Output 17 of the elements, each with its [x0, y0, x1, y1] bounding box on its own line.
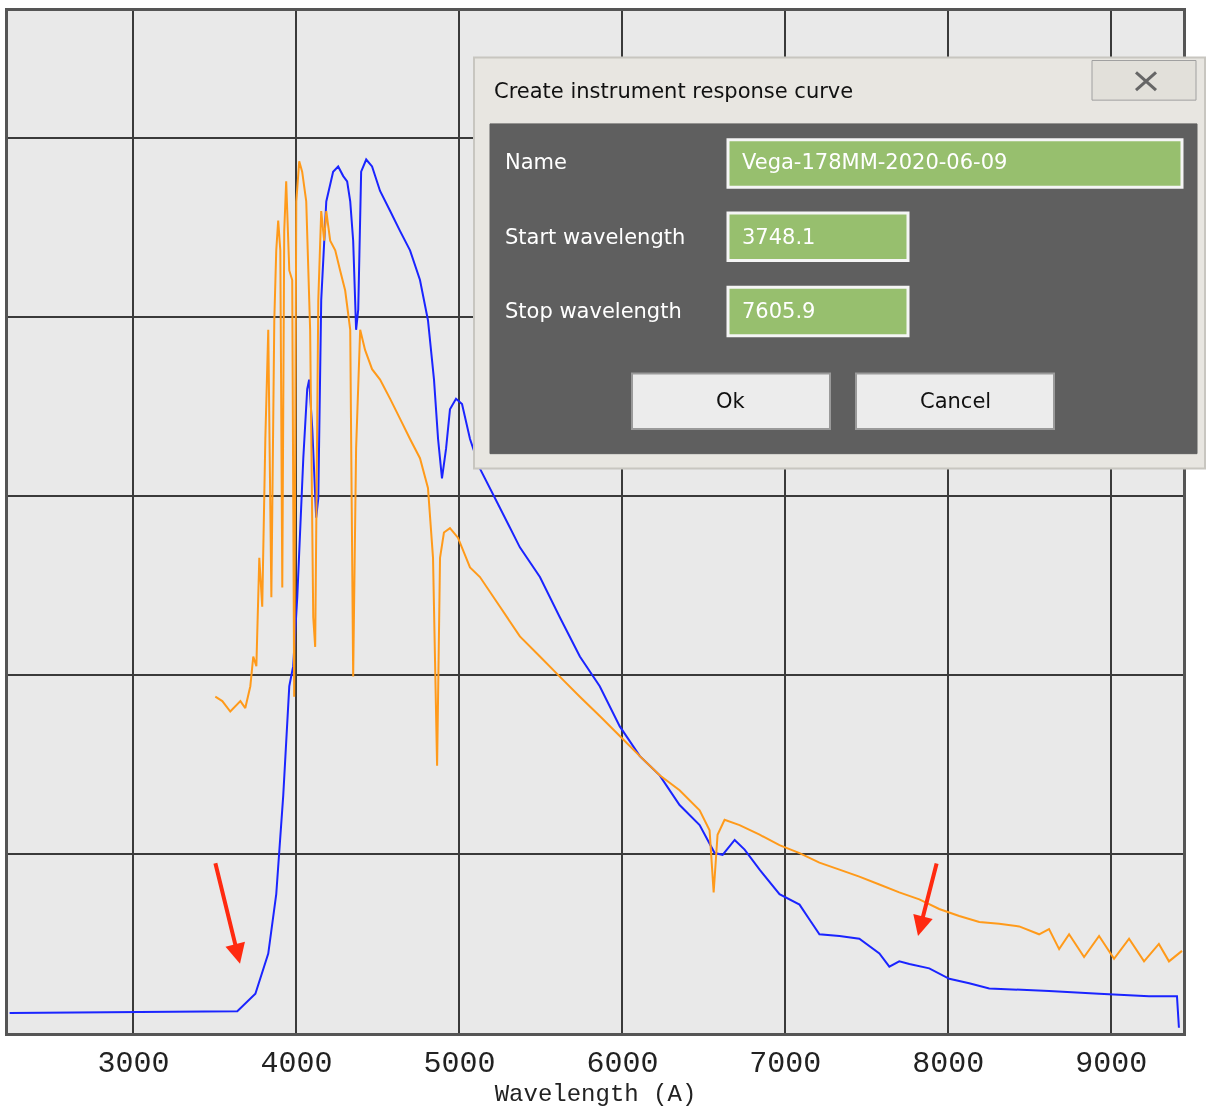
- annotation: Cancel: [920, 389, 992, 413]
- x-tick-label: 8000: [912, 1047, 985, 1081]
- x-tick-label: 7000: [749, 1047, 822, 1081]
- annotation: 3748.1: [742, 225, 816, 249]
- x-tick-label: 3000: [97, 1047, 170, 1081]
- annotation: Start wavelength: [505, 225, 686, 249]
- text: Create instrument response curve: [494, 79, 854, 103]
- x-tick-label: 6000: [586, 1047, 659, 1081]
- x-tick-label: 9000: [1075, 1047, 1148, 1081]
- x-axis-title: Wavelength (A): [494, 1081, 697, 1108]
- annotation: 7605.9: [742, 299, 816, 323]
- x-tick-label: 5000: [423, 1047, 496, 1081]
- annotation: Stop wavelength: [505, 299, 682, 323]
- annotation: Vega-178MM-2020-06-09: [742, 150, 1008, 174]
- annotation: Ok: [716, 389, 746, 413]
- annotation: Name: [505, 150, 567, 174]
- x-tick-label: 4000: [260, 1047, 333, 1081]
